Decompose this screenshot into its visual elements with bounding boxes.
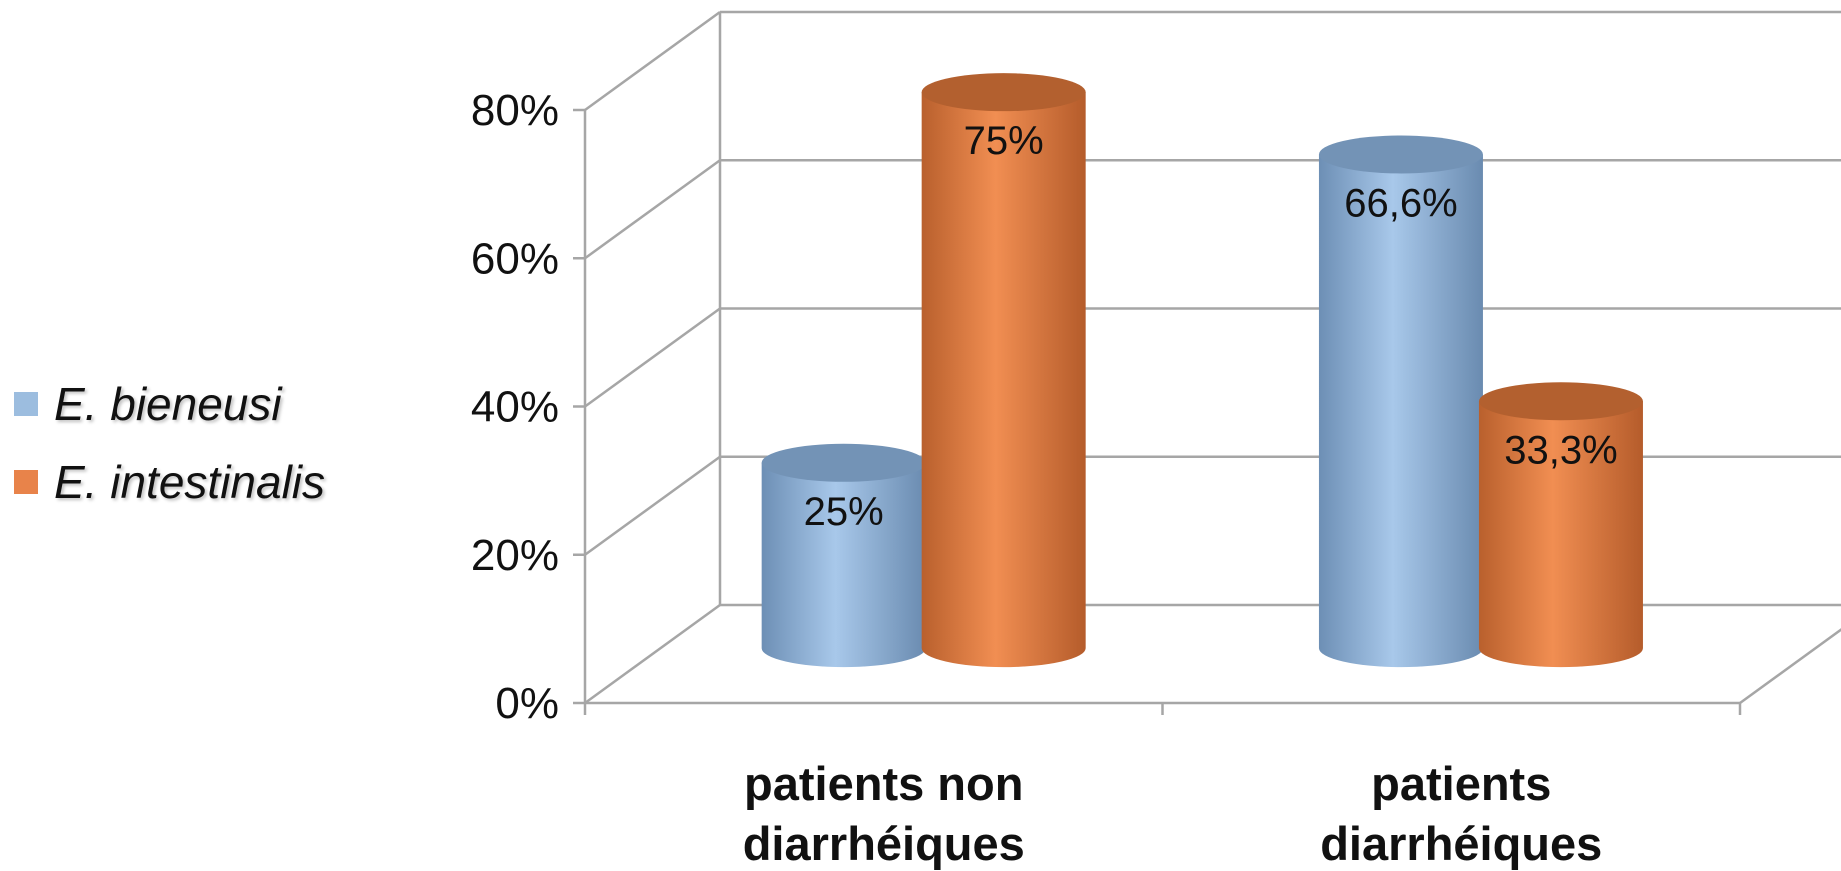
data-label: 75% xyxy=(964,119,1044,163)
legend-label-bieneusi: E. bieneusi xyxy=(54,378,282,430)
bar-body xyxy=(921,92,1086,668)
legend-label-intestinalis: E. intestinalis xyxy=(54,456,326,508)
gridline-depth xyxy=(584,455,721,556)
bar-0-1 xyxy=(921,73,1086,668)
bar-top xyxy=(921,73,1086,112)
y-tick-label: 40% xyxy=(471,383,559,432)
y-axis-ticks: 0% 20% 40% 60% 80% xyxy=(471,86,559,728)
data-label: 33,3% xyxy=(1504,428,1617,472)
bars xyxy=(761,73,1643,668)
floor-right-edge xyxy=(1739,628,1841,705)
legend-item-intestinalis: E. intestinalis xyxy=(14,443,325,521)
gridline-depth xyxy=(584,307,721,408)
x-axis-labels: patients non diarrhéiques patients diarrhéi… xyxy=(743,757,1603,870)
legend-item-bieneusi: E. bieneusi xyxy=(14,365,325,443)
x-category-label: patients non diarrhéiques xyxy=(743,757,1025,870)
y-tick-label: 80% xyxy=(471,86,559,135)
y-tick-label: 60% xyxy=(471,234,559,283)
legend-swatch-bieneusi xyxy=(14,392,38,416)
x-category-label: patients diarrhéiques xyxy=(1320,757,1602,870)
bar-body xyxy=(761,462,926,668)
data-label: 66,6% xyxy=(1344,181,1457,225)
gridline-depth xyxy=(584,159,721,260)
bar-body xyxy=(1478,401,1643,668)
bar-1-0 xyxy=(1318,135,1483,668)
bar-top xyxy=(1478,382,1643,421)
bar-body xyxy=(1318,154,1483,668)
data-label: 25% xyxy=(804,490,884,534)
gridline-depth xyxy=(584,10,721,112)
bar-0-0 xyxy=(761,443,926,668)
legend-swatch-intestinalis xyxy=(14,470,38,494)
data-labels: 25% 75% 66,6% 33,3% xyxy=(804,119,1618,534)
legend: E. bieneusi E. intestinalis xyxy=(14,365,325,521)
bar-top xyxy=(761,443,926,482)
bar-1-1 xyxy=(1478,382,1643,668)
y-tick-label: 0% xyxy=(495,679,559,728)
gridline-depth xyxy=(584,603,721,705)
y-tick-label: 20% xyxy=(471,531,559,580)
bar-top xyxy=(1318,135,1483,174)
